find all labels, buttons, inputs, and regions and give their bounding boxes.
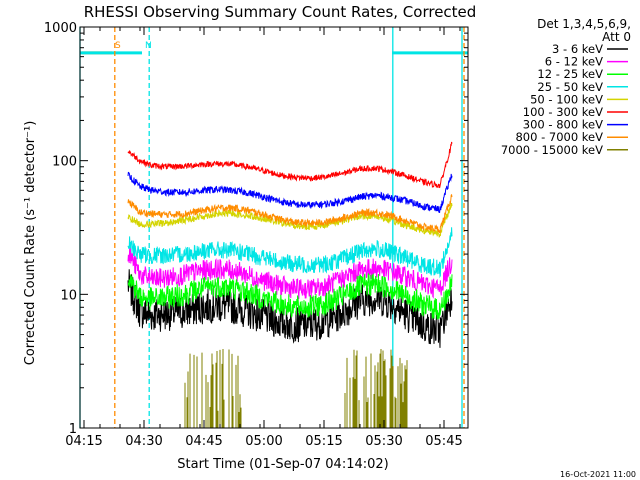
legend-label-3-6-kev: 3 - 6 keV bbox=[552, 42, 603, 56]
legend-header-detectors: Det 1,3,4,5,6,9, bbox=[537, 17, 631, 31]
y-axis-label: Corrected Count Rate (s⁻¹ detector⁻¹) bbox=[23, 121, 38, 366]
series-100-300-kevseries bbox=[127, 141, 453, 189]
generation-timestamp: 16-Oct-2021 11:00 bbox=[560, 470, 636, 479]
y-tick-label: 1000 bbox=[44, 21, 77, 36]
y-tick-label: 1 bbox=[69, 422, 77, 437]
plot-frame bbox=[79, 26, 469, 429]
series-3-6-kevseries bbox=[127, 269, 453, 348]
legend-label-12-25-kev: 12 - 25 keV bbox=[537, 67, 603, 81]
y-tick-label: 10 bbox=[60, 288, 77, 303]
x-tick-label: 04:45 bbox=[185, 434, 222, 449]
legend-label-800-7000-kev: 800 - 7000 keV bbox=[515, 130, 603, 144]
series-25-50-kevseries bbox=[127, 227, 453, 279]
series-50-100-kevseries bbox=[127, 202, 453, 238]
x-tick-label: 05:00 bbox=[245, 434, 282, 449]
legend-label-300-800-kev: 300 - 800 keV bbox=[523, 118, 603, 132]
series-300-800-kevseries bbox=[127, 171, 453, 213]
y-tick-label: 100 bbox=[52, 155, 77, 170]
series-800-7000-kevseries bbox=[127, 193, 453, 234]
x-tick-label: 05:30 bbox=[365, 434, 402, 449]
x-axis-label: Start Time (01-Sep-07 04:14:02) bbox=[177, 457, 388, 472]
series-7000-15000-kevseries bbox=[184, 349, 408, 428]
x-tick-label: 05:45 bbox=[425, 434, 462, 449]
chart-title: RHESSI Observing Summary Count Rates, Co… bbox=[84, 3, 477, 21]
legend-label-6-12-kev: 6 - 12 keV bbox=[545, 55, 603, 69]
x-tick-label: 04:15 bbox=[65, 434, 102, 449]
legend-label-25-50-kev: 25 - 50 keV bbox=[537, 80, 603, 94]
series-12-25-kevseries bbox=[127, 273, 453, 320]
legend-label-100-300-kev: 100 - 300 keV bbox=[523, 105, 603, 119]
x-tick-label: 05:15 bbox=[305, 434, 342, 449]
legend-label-7000-15000-kev: 7000 - 15000 keV bbox=[501, 143, 603, 157]
plot-area: S N 1 10 100 1000 04:15 04:30 04:45 05:00 05:15 05:… bbox=[44, 21, 469, 449]
legend-header-attenuator: Att 0 bbox=[602, 30, 631, 44]
x-tick-label: 04:30 bbox=[125, 434, 162, 449]
legend-label-50-100-kev: 50 - 100 keV bbox=[530, 92, 603, 106]
status-bar-label-N: N bbox=[145, 41, 152, 51]
status-bar-label-S: S bbox=[115, 41, 121, 51]
series-6-12-kevseries bbox=[127, 246, 453, 300]
